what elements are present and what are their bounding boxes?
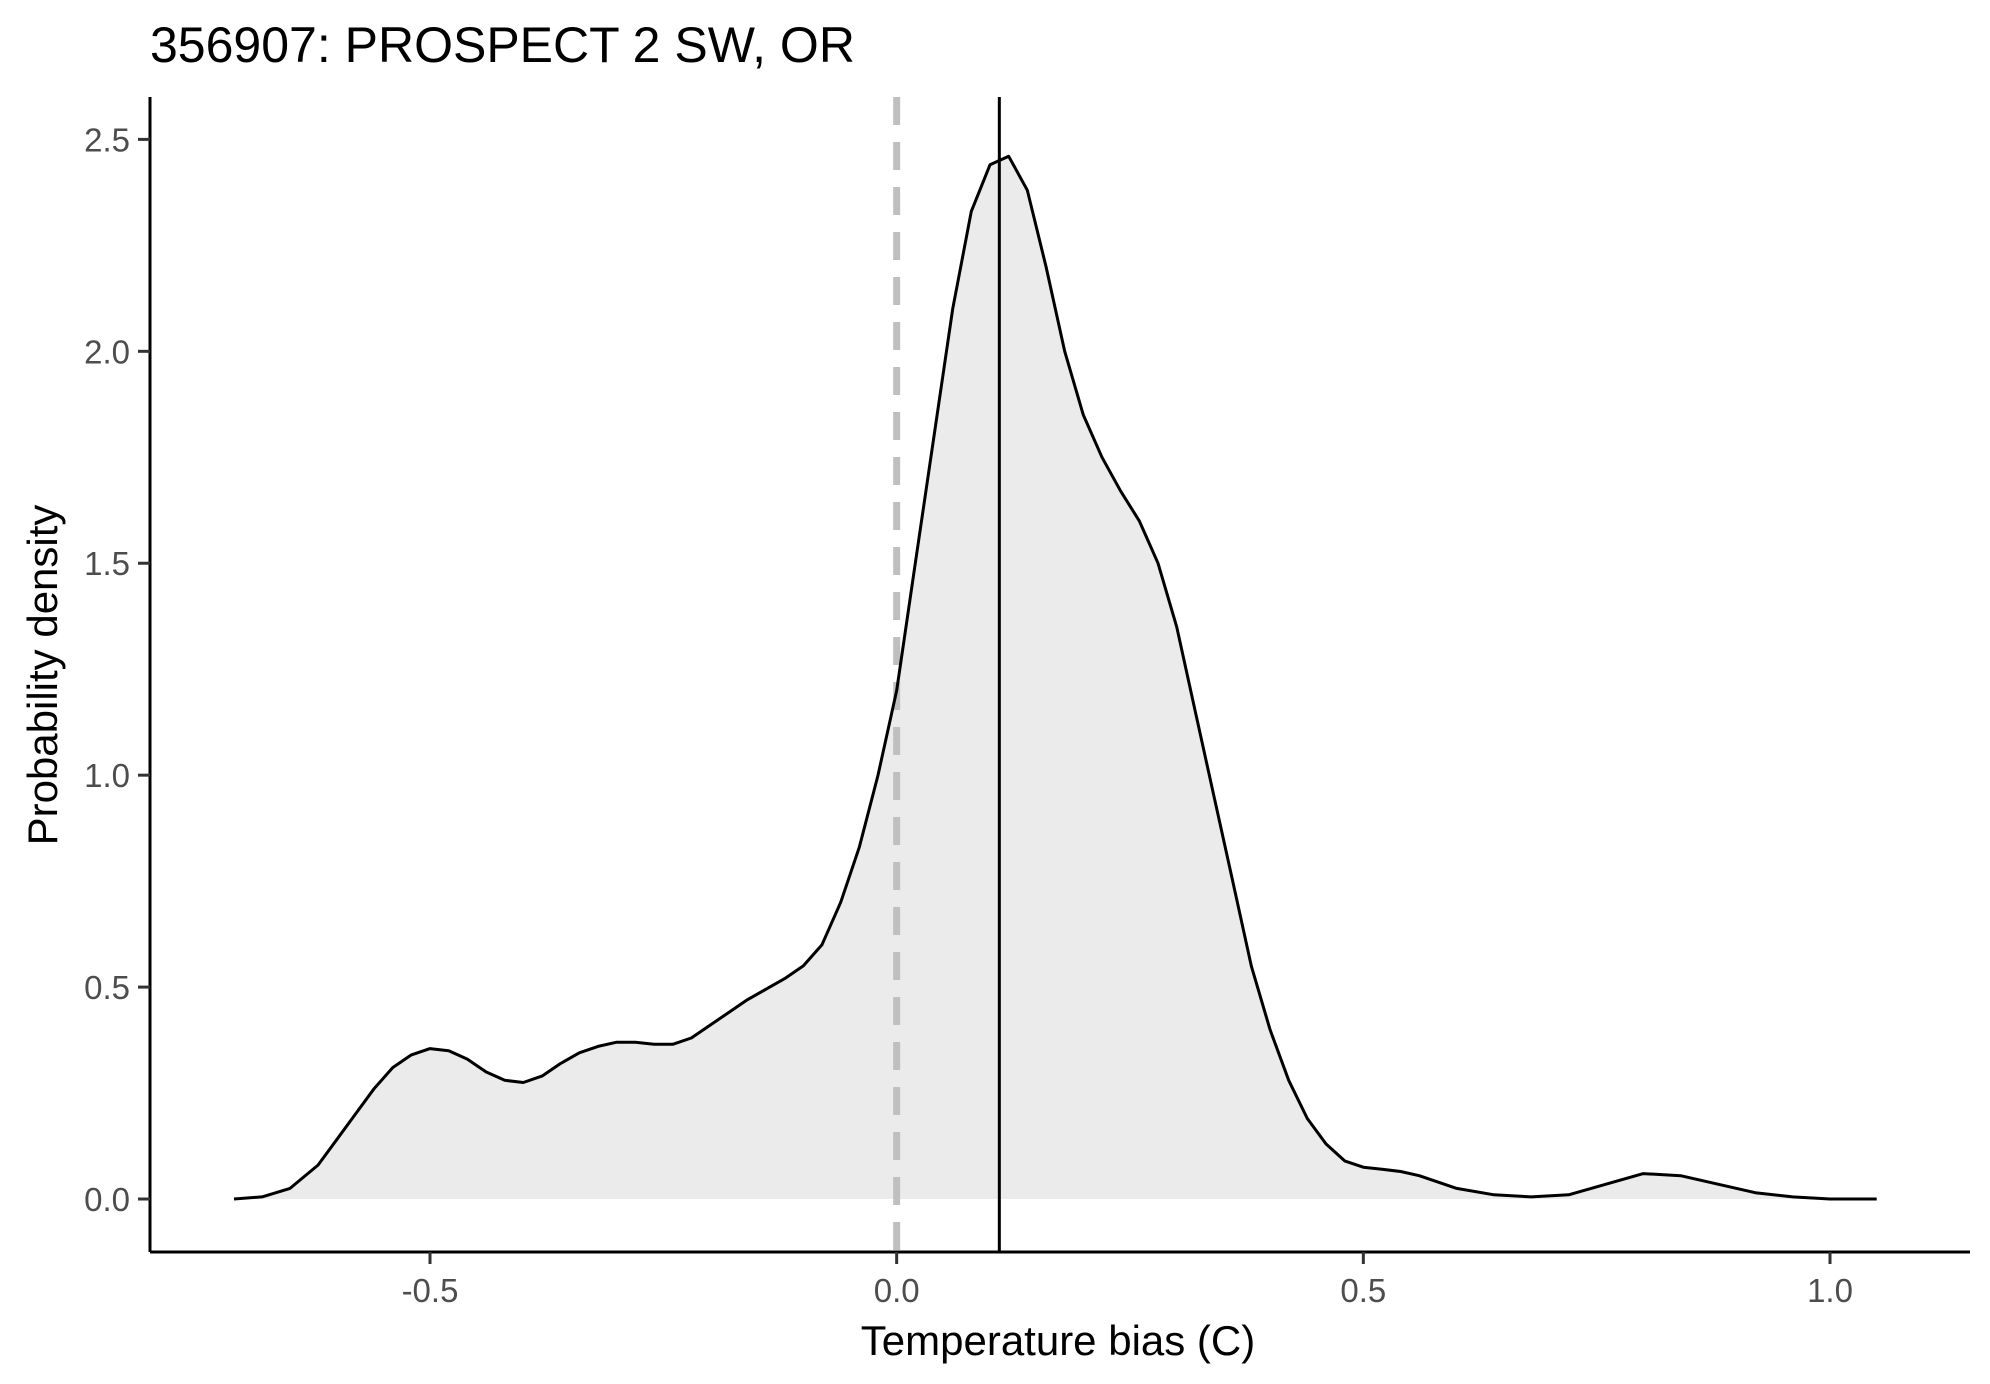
y-tick-label: 2.0: [84, 333, 130, 370]
density-curve-line: [233, 154, 1877, 1201]
density-area-fill: [234, 156, 1877, 1199]
y-axis: 0.0 0.5 1.0 1.5 2.0 2.5: [84, 97, 152, 1252]
x-tick-label: -0.5: [402, 1272, 459, 1309]
y-tick-label: 0.5: [84, 969, 130, 1006]
chart-title: 356907: PROSPECT 2 SW, OR: [150, 17, 855, 73]
y-tick-label: 0.0: [84, 1181, 130, 1218]
x-axis: -0.5 0.0 0.5 1.0: [150, 1250, 1970, 1309]
plot-area: [233, 97, 1877, 1252]
y-axis-label: Probability density: [19, 505, 66, 846]
x-tick-label: 0.0: [874, 1272, 920, 1309]
x-tick-label: 1.0: [1807, 1272, 1853, 1309]
y-tick-label: 2.5: [84, 121, 130, 158]
x-tick-label: 0.5: [1340, 1272, 1386, 1309]
y-tick-label: 1.5: [84, 545, 130, 582]
y-tick-label: 1.0: [84, 757, 130, 794]
x-axis-label: Temperature bias (C): [861, 1317, 1255, 1364]
